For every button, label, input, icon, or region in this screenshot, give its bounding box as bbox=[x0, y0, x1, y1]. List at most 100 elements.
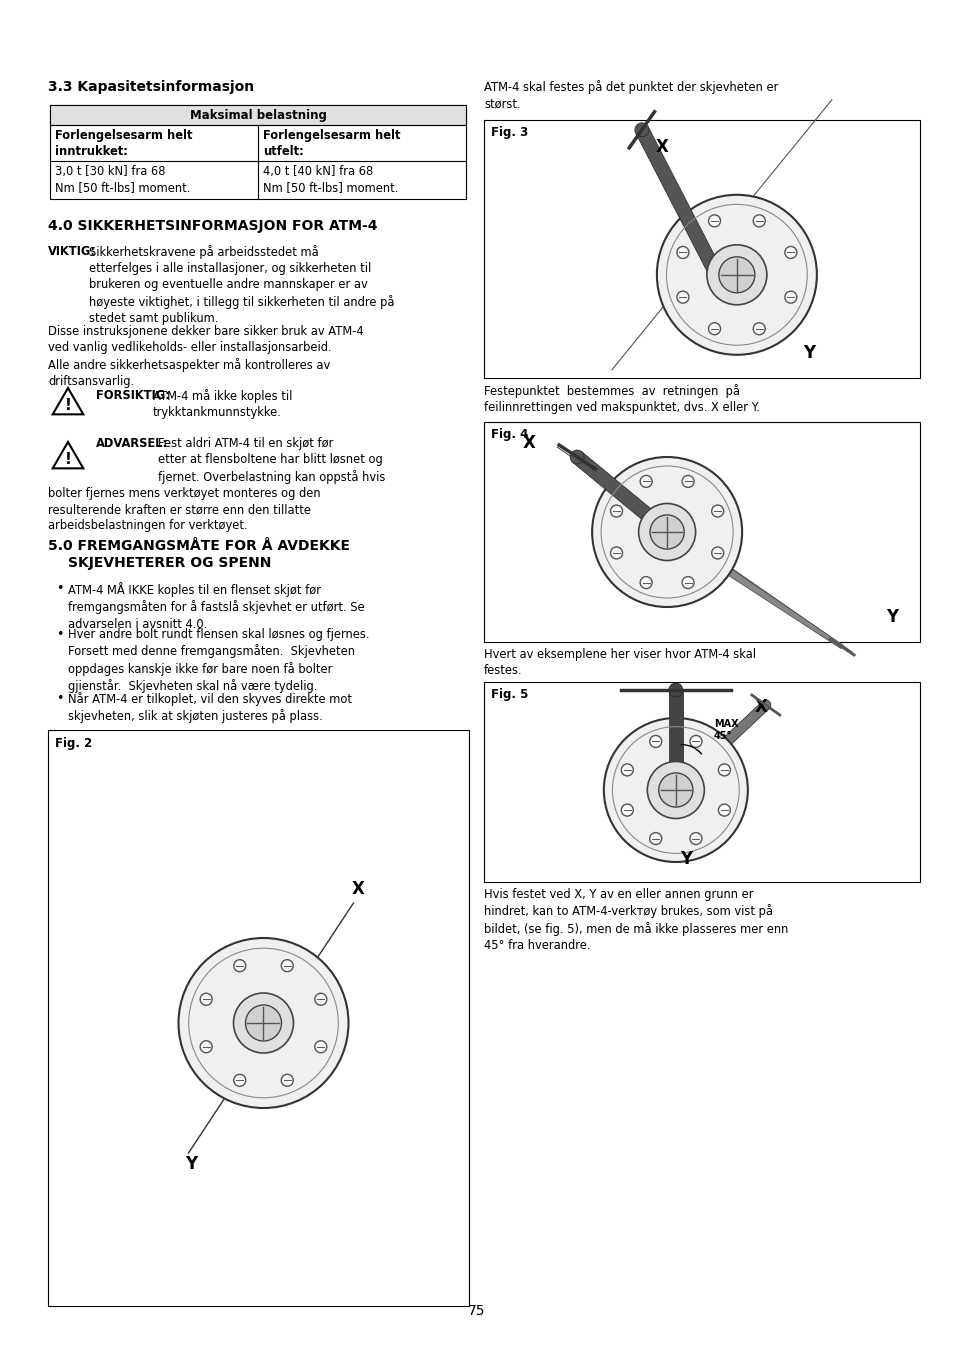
Text: 3,0 t [30 kN] fra 68
Nm [50 ft-lbs] moment.: 3,0 t [30 kN] fra 68 Nm [50 ft-lbs] mome… bbox=[55, 165, 191, 194]
Text: SKJEVHETERER OG SPENN: SKJEVHETERER OG SPENN bbox=[68, 556, 271, 570]
Text: Sikkerhetskravene på arbeidsstedet må
etterfelges i alle installasjoner, og sikk: Sikkerhetskravene på arbeidsstedet må et… bbox=[89, 244, 395, 325]
Ellipse shape bbox=[620, 764, 633, 776]
Text: Y: Y bbox=[885, 608, 897, 626]
Ellipse shape bbox=[760, 701, 770, 710]
Text: 5.0 FREMGANGSMÅTE FOR Å AVDEKKE: 5.0 FREMGANGSMÅTE FOR Å AVDEKKE bbox=[48, 539, 350, 553]
Ellipse shape bbox=[233, 994, 294, 1053]
Text: X: X bbox=[754, 698, 766, 716]
Ellipse shape bbox=[649, 514, 683, 549]
Polygon shape bbox=[635, 127, 727, 288]
Text: MAX
45°: MAX 45° bbox=[713, 720, 738, 741]
Text: Fig. 2: Fig. 2 bbox=[55, 737, 92, 751]
Polygon shape bbox=[668, 690, 682, 780]
Text: ATM-4 skal festes på det punktet der skjevheten er
størst.: ATM-4 skal festes på det punktet der skj… bbox=[483, 80, 778, 111]
Bar bbox=[50, 105, 465, 198]
Ellipse shape bbox=[610, 505, 622, 517]
Ellipse shape bbox=[753, 323, 764, 335]
Text: Y: Y bbox=[802, 344, 814, 362]
Polygon shape bbox=[679, 702, 768, 786]
Text: Festepunktet  bestemmes  av  retningen  på
feilinnrettingen ved makspunktet, dvs: Festepunktet bestemmes av retningen på f… bbox=[483, 383, 760, 414]
Text: Fig. 3: Fig. 3 bbox=[491, 126, 528, 139]
Text: Forlengelsesarm helt
utfelt:: Forlengelsesarm helt utfelt: bbox=[263, 130, 400, 158]
Text: Hver andre bolt rundt flensen skal løsnes og fjernes.
Forsett med denne fremgang: Hver andre bolt rundt flensen skal løsne… bbox=[68, 628, 369, 694]
Ellipse shape bbox=[708, 323, 720, 335]
Text: 3.3 Kapasitetsinformasjon: 3.3 Kapasitetsinformasjon bbox=[48, 80, 253, 94]
Text: Hvert av eksemplene her viser hvor ATM-4 skal
festes.: Hvert av eksemplene her viser hvor ATM-4… bbox=[483, 648, 755, 678]
Text: Y: Y bbox=[185, 1156, 197, 1173]
Text: 4,0 t [40 kN] fra 68
Nm [50 ft-lbs] moment.: 4,0 t [40 kN] fra 68 Nm [50 ft-lbs] mome… bbox=[263, 165, 398, 194]
Ellipse shape bbox=[711, 505, 723, 517]
Polygon shape bbox=[572, 452, 666, 532]
Ellipse shape bbox=[200, 994, 212, 1006]
Text: Disse instruksjonene dekker bare sikker bruk av ATM-4
ved vanlig vedlikeholds- e: Disse instruksjonene dekker bare sikker … bbox=[48, 325, 363, 387]
Text: VIKTIG:: VIKTIG: bbox=[48, 244, 96, 258]
Ellipse shape bbox=[570, 450, 583, 464]
Ellipse shape bbox=[753, 215, 764, 227]
Text: 4.0 SIKKERHETSINFORMASJON FOR ATM-4: 4.0 SIKKERHETSINFORMASJON FOR ATM-4 bbox=[48, 219, 377, 234]
Ellipse shape bbox=[638, 504, 695, 560]
Text: X: X bbox=[352, 880, 365, 898]
Polygon shape bbox=[52, 441, 83, 468]
Bar bbox=[483, 682, 919, 882]
Ellipse shape bbox=[314, 1041, 327, 1053]
Ellipse shape bbox=[718, 764, 730, 776]
Ellipse shape bbox=[233, 960, 246, 972]
Ellipse shape bbox=[634, 123, 648, 136]
Ellipse shape bbox=[719, 256, 754, 293]
Ellipse shape bbox=[711, 547, 723, 559]
Ellipse shape bbox=[178, 938, 348, 1108]
Text: Y: Y bbox=[679, 850, 691, 868]
Ellipse shape bbox=[784, 292, 796, 304]
Text: Fig. 4: Fig. 4 bbox=[491, 428, 528, 441]
Bar bbox=[483, 423, 919, 643]
Ellipse shape bbox=[784, 247, 796, 258]
Text: bolter fjernes mens verktøyet monteres og den
resulterende kraften er større enn: bolter fjernes mens verktøyet monteres o… bbox=[48, 487, 320, 532]
Text: Hvis festet ved X, Y av en eller annen grunn er
hindret, kan to ATM-4-verkтøy br: Hvis festet ved X, Y av en eller annen g… bbox=[483, 888, 787, 952]
Ellipse shape bbox=[281, 1075, 293, 1087]
Text: ADVARSEL:: ADVARSEL: bbox=[96, 437, 168, 450]
Ellipse shape bbox=[314, 994, 327, 1006]
Ellipse shape bbox=[281, 960, 293, 972]
Ellipse shape bbox=[708, 215, 720, 227]
Text: Fest aldri ATM-4 til en skjøt før
etter at flensboltene har blitt løsnet og
fjer: Fest aldri ATM-4 til en skjøt før etter … bbox=[158, 437, 385, 483]
Bar bbox=[50, 105, 465, 126]
Text: Når ATM-4 er tilkoplet, vil den skyves direkte mot
skjevheten, slik at skjøten j: Når ATM-4 er tilkoplet, vil den skyves d… bbox=[68, 693, 352, 724]
Text: Maksimal belastning: Maksimal belastning bbox=[190, 108, 326, 122]
Ellipse shape bbox=[689, 736, 701, 748]
Ellipse shape bbox=[603, 718, 747, 863]
Ellipse shape bbox=[620, 805, 633, 817]
Ellipse shape bbox=[668, 683, 682, 697]
Ellipse shape bbox=[639, 475, 652, 487]
Ellipse shape bbox=[639, 576, 652, 589]
Ellipse shape bbox=[706, 244, 766, 305]
Ellipse shape bbox=[659, 774, 692, 807]
Text: •: • bbox=[56, 693, 64, 705]
Ellipse shape bbox=[718, 805, 730, 817]
Text: 75: 75 bbox=[468, 1304, 485, 1318]
Ellipse shape bbox=[677, 292, 688, 304]
Text: Fig. 5: Fig. 5 bbox=[491, 688, 528, 701]
Ellipse shape bbox=[649, 833, 661, 845]
Text: Forlengelsesarm helt
inntrukket:: Forlengelsesarm helt inntrukket: bbox=[55, 130, 193, 158]
Ellipse shape bbox=[610, 547, 622, 559]
Ellipse shape bbox=[681, 576, 694, 589]
Text: X: X bbox=[655, 138, 668, 157]
Polygon shape bbox=[52, 387, 83, 414]
Ellipse shape bbox=[649, 736, 661, 748]
Text: ATM-4 MÅ IKKE koples til en flenset skjøt før
fremgangsmåten for å fastslå skjev: ATM-4 MÅ IKKE koples til en flenset skjø… bbox=[68, 582, 364, 630]
Text: •: • bbox=[56, 582, 64, 595]
Text: X: X bbox=[522, 433, 535, 452]
Ellipse shape bbox=[245, 1004, 281, 1041]
Ellipse shape bbox=[677, 247, 688, 258]
Ellipse shape bbox=[647, 761, 703, 818]
Polygon shape bbox=[689, 544, 842, 648]
Text: ATM-4 må ikke koples til
trykktankmunnstykke.: ATM-4 må ikke koples til trykktankmunnst… bbox=[152, 389, 292, 418]
Text: •: • bbox=[56, 628, 64, 641]
Ellipse shape bbox=[681, 475, 694, 487]
Text: FORSIKTIG:: FORSIKTIG: bbox=[96, 389, 170, 402]
Ellipse shape bbox=[592, 458, 741, 608]
Bar bbox=[483, 120, 919, 378]
Bar bbox=[48, 730, 469, 1305]
Ellipse shape bbox=[200, 1041, 212, 1053]
Ellipse shape bbox=[689, 833, 701, 845]
